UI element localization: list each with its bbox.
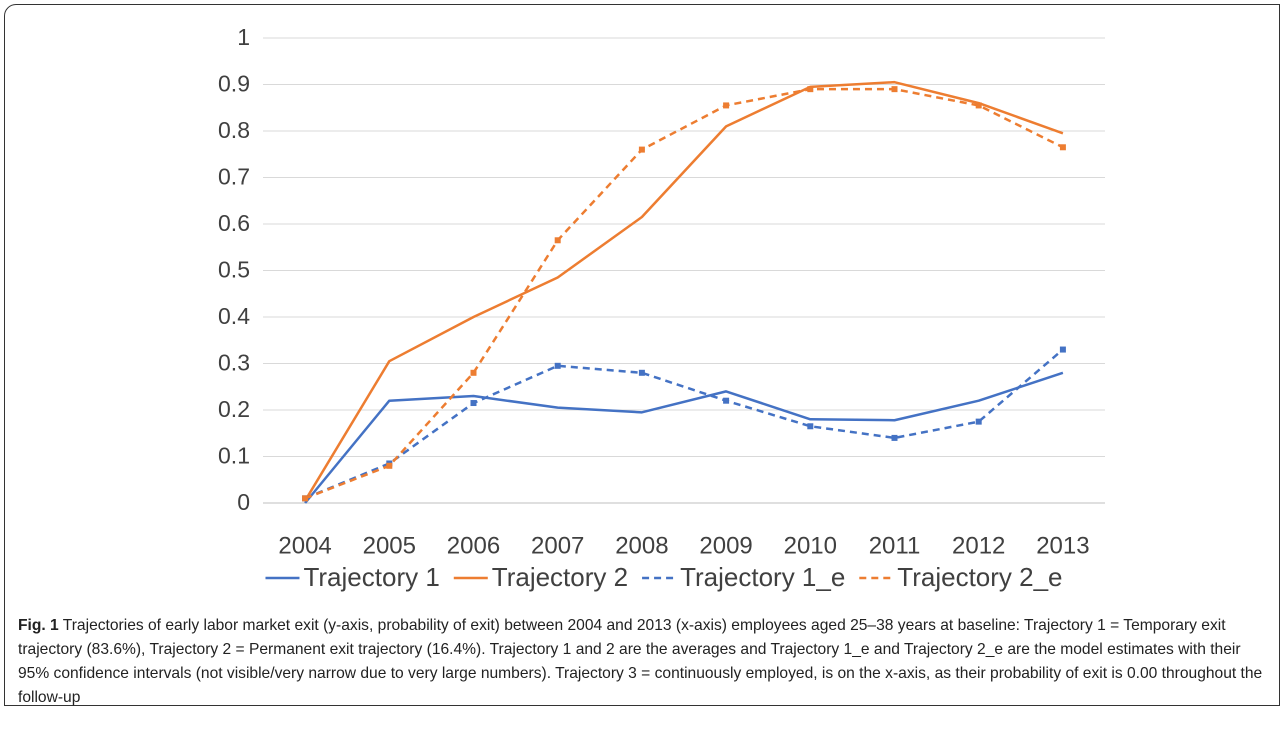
- y-tick-label: 0.7: [218, 164, 250, 190]
- x-tick-label: 2008: [615, 532, 668, 559]
- caption-text: Trajectories of early labor market exit …: [18, 617, 1263, 706]
- x-tick-label: 2013: [1036, 532, 1089, 559]
- y-tick-label: 0.1: [218, 443, 250, 469]
- point-marker: [807, 86, 814, 93]
- legend-label: Trajectory 1_e: [680, 562, 845, 592]
- x-tick-label: 2012: [952, 532, 1005, 559]
- point-marker: [975, 418, 982, 425]
- caption: Fig. 1 Trajectories of early labor marke…: [18, 614, 1270, 710]
- point-marker: [891, 434, 898, 441]
- x-tick-label: 2005: [363, 532, 416, 559]
- legend-label: Trajectory 2_e: [897, 562, 1062, 592]
- point-marker: [470, 369, 477, 376]
- series-line: [304, 80, 1064, 502]
- point-marker: [554, 362, 561, 369]
- x-tick-label: 2006: [447, 532, 500, 559]
- point-marker: [554, 237, 561, 244]
- point-marker: [723, 397, 730, 404]
- y-tick-label: 0.4: [218, 303, 250, 329]
- x-tick-label: 2009: [699, 532, 752, 559]
- point-marker: [723, 102, 730, 109]
- point-marker: [1059, 144, 1066, 151]
- series-line: [304, 87, 1064, 500]
- series-line: [304, 371, 1064, 504]
- y-tick-label: 0.2: [218, 396, 250, 422]
- figure-frame: [4, 4, 1280, 706]
- point-marker: [1059, 346, 1066, 353]
- y-tick-label: 0.8: [218, 117, 250, 143]
- point-marker: [638, 146, 645, 153]
- legend-label: Trajectory 2: [492, 562, 628, 592]
- x-tick-label: 2004: [278, 532, 331, 559]
- point-marker: [470, 400, 477, 407]
- legend-label: Trajectory 1: [303, 562, 439, 592]
- chart: 0 0.1 0.2 0.3 0.4 0.5 0.6 0.7 0.8 0.9 1 2004 2005 200…: [218, 24, 1105, 592]
- point-marker: [302, 495, 309, 502]
- point-marker: [975, 102, 982, 109]
- point-marker: [386, 462, 393, 469]
- x-tick-label: 2010: [784, 532, 837, 559]
- y-tick-label: 0.6: [218, 210, 250, 236]
- point-marker: [638, 369, 645, 376]
- x-tick-label: 2007: [531, 532, 584, 559]
- caption-label: Fig. 1: [18, 617, 59, 634]
- y-tick-label: 0: [237, 489, 250, 515]
- point-marker: [807, 423, 814, 430]
- y-tick-label: 0.5: [218, 257, 250, 283]
- y-tick-label: 0.3: [218, 350, 250, 376]
- x-tick-label: 2011: [869, 532, 921, 559]
- series-line: [304, 348, 1064, 500]
- y-tick-label: 0.9: [218, 71, 250, 97]
- y-tick-label: 1: [237, 24, 250, 50]
- point-marker: [891, 86, 898, 93]
